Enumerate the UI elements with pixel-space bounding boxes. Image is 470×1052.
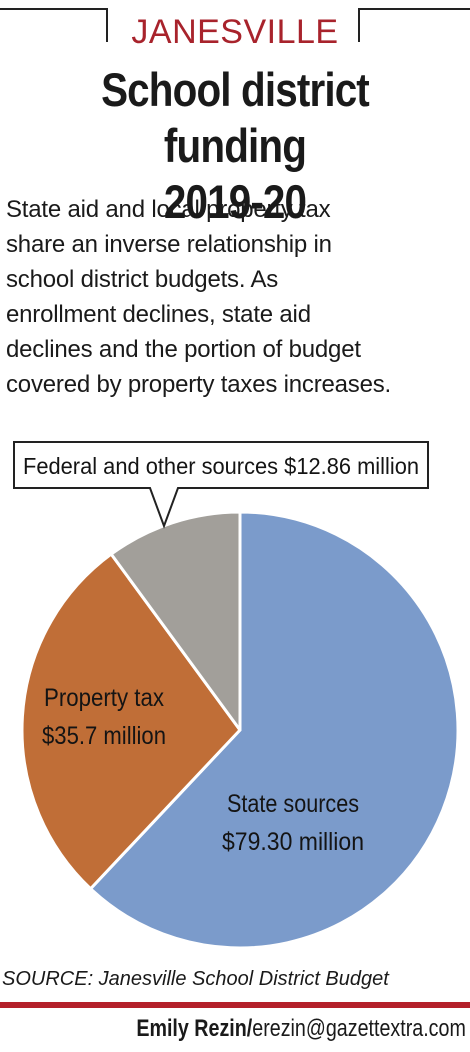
property-tax-label: Property tax: [44, 684, 164, 712]
intro-line-5: declines and the portion of budget: [6, 336, 361, 363]
callout-box: [13, 441, 429, 529]
property-tax-value: $35.7 million: [42, 722, 166, 750]
top-bracket-left-vertical: [106, 8, 108, 42]
title-line-1: School district funding: [101, 63, 370, 172]
title-line-2: 2019-20: [163, 175, 307, 228]
top-bracket-right-horizontal: [358, 8, 470, 10]
federal-other-slice: [109, 510, 242, 732]
top-bracket-left-horizontal: [0, 8, 108, 10]
intro-line-3: school district budgets. As: [6, 266, 279, 293]
byline: Emily Rezin/erezin@gazettextra.com: [136, 1012, 466, 1046]
state-sources-label: State sources: [227, 790, 359, 818]
footer-rule: [0, 1002, 470, 1008]
byline-email: erezin@gazettextra.com: [252, 1015, 466, 1042]
pie-slices: [20, 510, 460, 950]
top-bracket-right-vertical: [358, 8, 360, 42]
byline-author: Emily Rezin/: [136, 1015, 253, 1042]
federal-callout: Federal and other sources $12.86 million: [13, 441, 429, 529]
pie-chart: Federal and other sources $12.86 million…: [13, 441, 460, 950]
property-tax-slice: [20, 552, 242, 891]
intro-line-2: share an inverse relationship in: [6, 231, 332, 258]
state-sources-value: $79.30 million: [222, 828, 364, 856]
source-note: SOURCE: Janesville School District Budge…: [2, 968, 389, 990]
kicker-label: JANESVILLE: [131, 13, 339, 51]
intro-paragraph: State aid and local property tax share a…: [6, 192, 468, 402]
page-title: School district funding 2019-20: [33, 62, 437, 230]
intro-line-1: State aid and local property tax: [6, 196, 331, 223]
intro-line-4: enrollment declines, state aid: [6, 301, 311, 328]
callout-text: Federal and other sources $12.86 million: [23, 453, 419, 479]
state-sources-slice: [89, 510, 460, 950]
intro-line-6: covered by property taxes increases.: [6, 371, 391, 398]
